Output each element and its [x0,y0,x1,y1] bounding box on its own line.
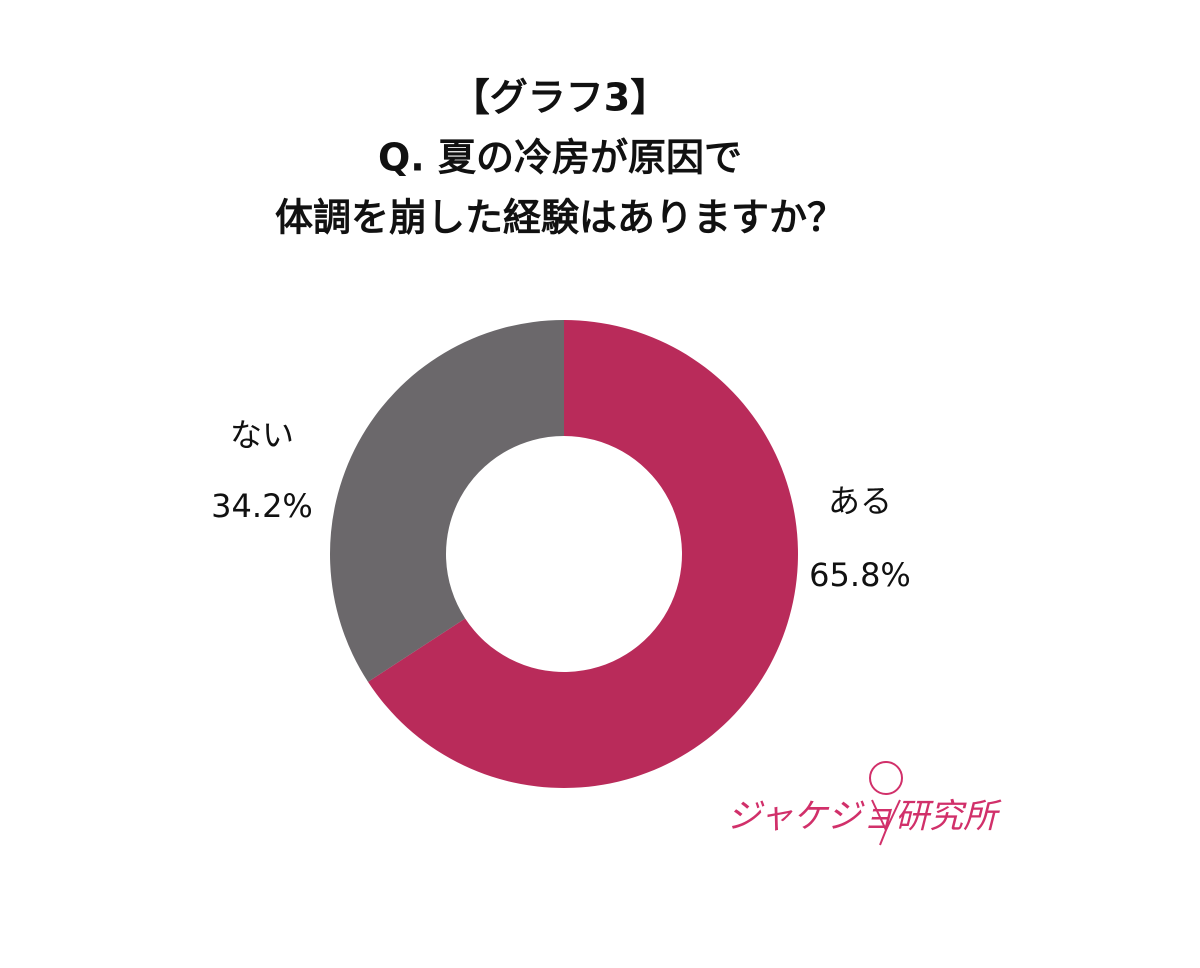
slice-category-label: ある [828,482,892,520]
slice-value-label: 65.8% [809,556,911,594]
chart-title: 【グラフ3】 [452,76,668,120]
donut-slice [329,320,564,682]
chart-title: Q. 夏の冷房が原因で [378,136,742,180]
logo-text: ジャケジョ研究所 [727,797,1002,837]
logo-figure [869,761,903,846]
chart-title: 体調を崩した経験はありますか？ [275,196,845,240]
donut-slice [368,320,798,788]
slice-value-label: 34.2% [211,487,313,525]
slice-category-label: ない [230,416,294,454]
